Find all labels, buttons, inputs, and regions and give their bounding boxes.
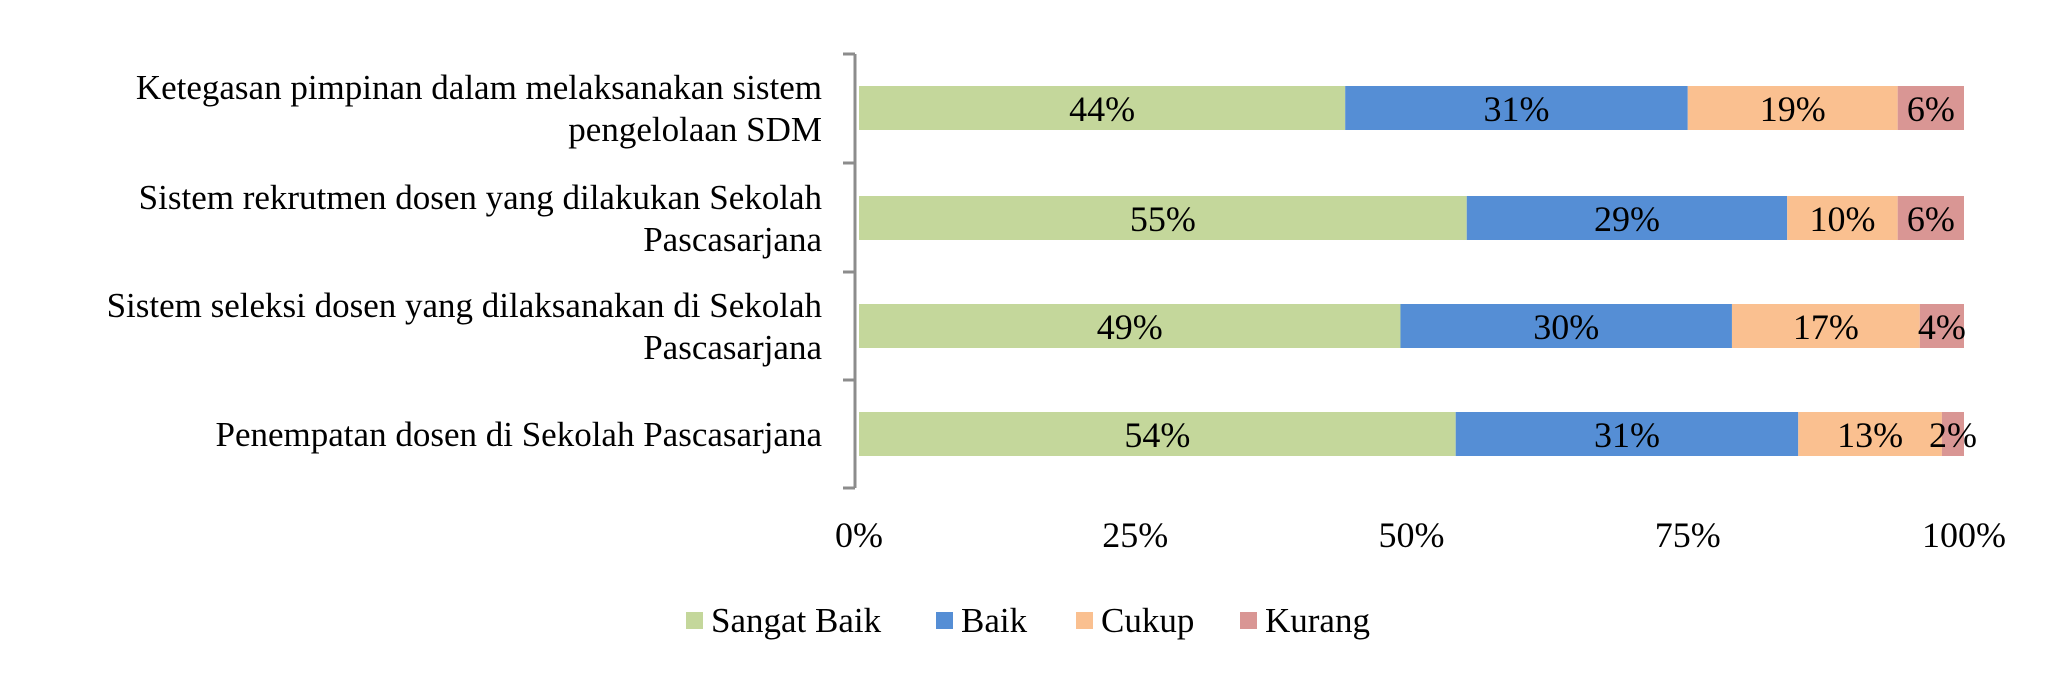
data-label: 6%	[1907, 199, 1955, 239]
bar-segment	[1400, 304, 1732, 348]
category-label: Sistem seleksi dosen yang dilaksanakan d…	[107, 286, 823, 325]
x-tick-label: 0%	[835, 515, 883, 555]
bar-segment	[1687, 86, 1898, 130]
data-label: 10%	[1809, 199, 1875, 239]
y-axis	[843, 52, 857, 490]
bar-segment	[859, 196, 1467, 240]
bar-segment	[1345, 86, 1688, 130]
bars	[859, 86, 1964, 456]
x-tick-label: 75%	[1655, 515, 1721, 555]
bar-segment	[1787, 196, 1898, 240]
legend: Sangat Baik Baik Cukup Kurang	[686, 601, 1370, 640]
x-tick-label: 50%	[1379, 515, 1445, 555]
legend-swatch	[1076, 612, 1093, 629]
category-labels: Ketegasan pimpinan dalam melaksanakan si…	[107, 68, 823, 454]
data-label: 4%	[1918, 307, 1966, 347]
category-label: Pascasarjana	[643, 328, 822, 367]
bar-segment	[1919, 304, 1964, 348]
data-label: 44%	[1069, 89, 1135, 129]
category-label: Ketegasan pimpinan dalam melaksanakan si…	[136, 68, 822, 107]
data-label: 30%	[1533, 307, 1599, 347]
bar-segment	[1941, 412, 1964, 456]
legend-label: Cukup	[1101, 601, 1194, 640]
data-label: 55%	[1130, 199, 1196, 239]
data-label: 49%	[1097, 307, 1163, 347]
data-label: 17%	[1793, 307, 1859, 347]
data-label: 2%	[1929, 415, 1977, 455]
bar-segment	[1466, 196, 1788, 240]
bar-segment	[1455, 412, 1799, 456]
legend-label: Baik	[961, 601, 1028, 640]
category-label: Penempatan dosen di Sekolah Pascasarjana	[216, 415, 823, 454]
data-label: 19%	[1760, 89, 1826, 129]
bar-segment	[1731, 304, 1920, 348]
category-label: pengelolaan SDM	[568, 110, 822, 149]
data-label: 54%	[1124, 415, 1190, 455]
legend-swatch	[686, 612, 703, 629]
bar-segment	[1897, 86, 1964, 130]
bar-segment	[1897, 196, 1964, 240]
bar-segment	[859, 412, 1456, 456]
data-label: 31%	[1594, 415, 1660, 455]
category-label: Sistem rekrutmen dosen yang dilakukan Se…	[139, 178, 823, 217]
x-axis-ticks: 0% 25% 50% 75% 100%	[835, 515, 2006, 555]
data-label: 6%	[1907, 89, 1955, 129]
legend-swatch	[1240, 612, 1257, 629]
legend-label: Kurang	[1265, 601, 1370, 640]
bar-segment	[859, 304, 1401, 348]
bar-segment	[1798, 412, 1942, 456]
bar-segment	[859, 86, 1346, 130]
data-label: 31%	[1483, 89, 1549, 129]
data-label: 13%	[1837, 415, 1903, 455]
legend-swatch	[936, 612, 953, 629]
category-label: Pascasarjana	[643, 220, 822, 259]
data-label: 29%	[1594, 199, 1660, 239]
data-labels: 44% 31% 19% 6% 55% 29% 10% 6% 49% 30% 17% 4% 54% 31% 1…	[1069, 89, 1977, 455]
x-tick-label: 100%	[1922, 515, 2006, 555]
x-tick-label: 25%	[1102, 515, 1168, 555]
legend-label: Sangat Baik	[711, 601, 882, 640]
